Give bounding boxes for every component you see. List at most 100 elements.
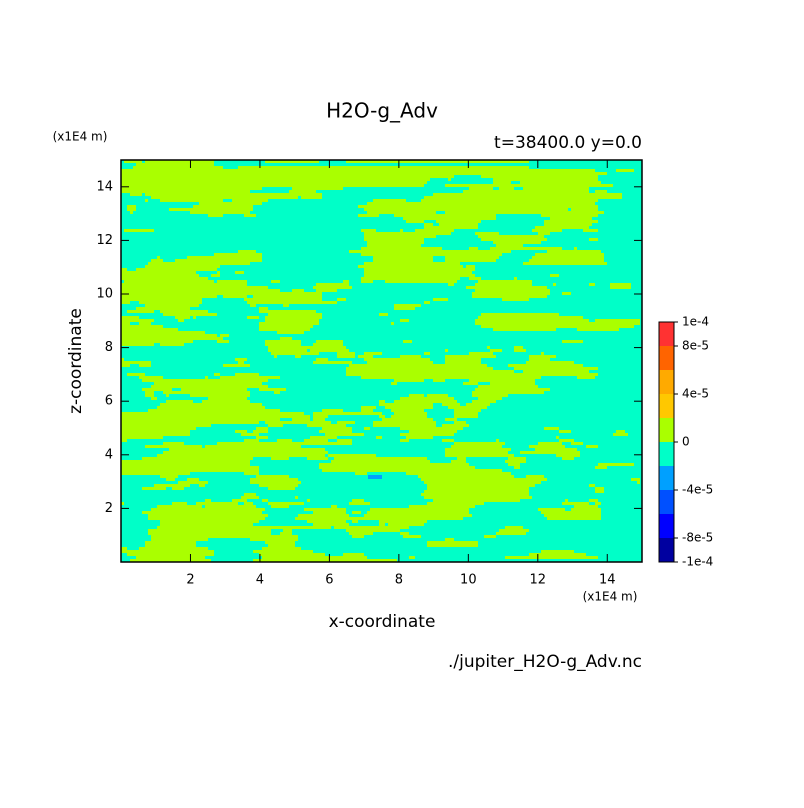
contour-band [520,451,580,454]
contour-band [508,463,520,466]
contour-band [424,496,532,499]
contour-band [121,175,454,178]
contour-band [157,526,331,529]
contour-band [295,496,298,499]
contour-band [577,328,619,331]
contour-band [121,328,178,331]
contour-band [283,304,289,307]
contour-band [271,505,289,508]
contour-band [475,283,532,286]
contour-band [268,487,295,490]
contour-band [259,388,286,391]
contour-band [268,502,304,505]
contour-band [262,556,367,559]
contour-band [502,298,529,301]
contour-band [553,283,556,286]
colorbar-tick-label: -8e-5 [682,531,713,545]
contour-band [352,535,364,538]
contour-band [157,256,160,259]
y-tick-label: 2 [105,501,113,516]
contour-band [361,253,502,256]
contour-band [124,229,154,232]
contour-band [277,439,292,442]
contour-band [313,412,382,415]
contour-band [409,556,415,559]
contour-band [151,508,265,511]
contour-band [445,361,481,364]
contour-band [268,313,322,316]
contour-band [298,514,349,517]
contour-band [256,436,268,439]
contour-band [190,211,250,214]
contour-band [121,463,250,466]
contour-band [139,322,151,325]
contour-band [424,226,478,229]
contour-band [121,415,310,418]
contour-band [529,445,565,448]
contour-band [427,484,535,487]
contour-band [148,514,268,517]
contour-band [139,547,208,550]
contour-band [268,544,295,547]
contour-band [373,199,406,202]
contour-band [127,553,214,556]
contour-band [403,535,421,538]
contour-band [595,466,607,469]
contour-band [127,310,154,313]
contour-band [433,499,520,502]
contour-band [475,319,589,322]
contour-band [427,541,478,544]
contour-band [373,259,433,262]
contour-band [238,250,256,253]
contour-band [499,187,514,190]
contour-band [424,490,529,493]
contour-band [406,220,424,223]
contour-band [361,376,541,379]
contour-band [121,184,424,187]
contour-band [121,424,211,427]
contour-band [400,229,403,232]
contour-band [274,391,280,394]
contour-band [121,472,190,475]
contour-band [364,262,460,265]
contour-band [382,418,433,421]
contour-band [529,259,604,262]
contour-band [148,409,280,412]
contour-band [151,538,208,541]
contour-band [121,433,190,436]
contour-band [223,364,250,367]
contour-band [136,556,205,559]
contour-band [373,421,436,424]
contour-band [403,340,412,343]
contour-band [262,499,268,502]
contour-band [136,307,190,310]
contour-band [550,217,592,220]
contour-band [541,511,601,514]
contour-band [475,289,550,292]
contour-band [217,271,220,274]
colorbar-tick-label: 4e-5 [682,387,709,401]
contour-band [235,373,259,376]
contour-band [121,181,427,184]
contour-band [364,514,472,517]
contour-band [538,232,550,235]
contour-band [613,433,628,436]
contour-band [457,457,466,460]
contour-band [400,319,409,322]
contour-band [577,376,595,379]
contour-band [178,319,184,322]
contour-band [121,343,154,346]
contour-band [307,520,346,523]
chart-subtitle: t=38400.0 y=0.0 [494,133,642,153]
contour-band [154,382,262,385]
contour-band [379,400,385,403]
contour-band [187,256,262,259]
contour-band [481,325,634,328]
contour-band [550,274,559,277]
contour-band [259,310,316,313]
contour-band [337,439,352,442]
contour-band [322,427,352,430]
contour-band [484,535,496,538]
contour-band [355,472,367,475]
